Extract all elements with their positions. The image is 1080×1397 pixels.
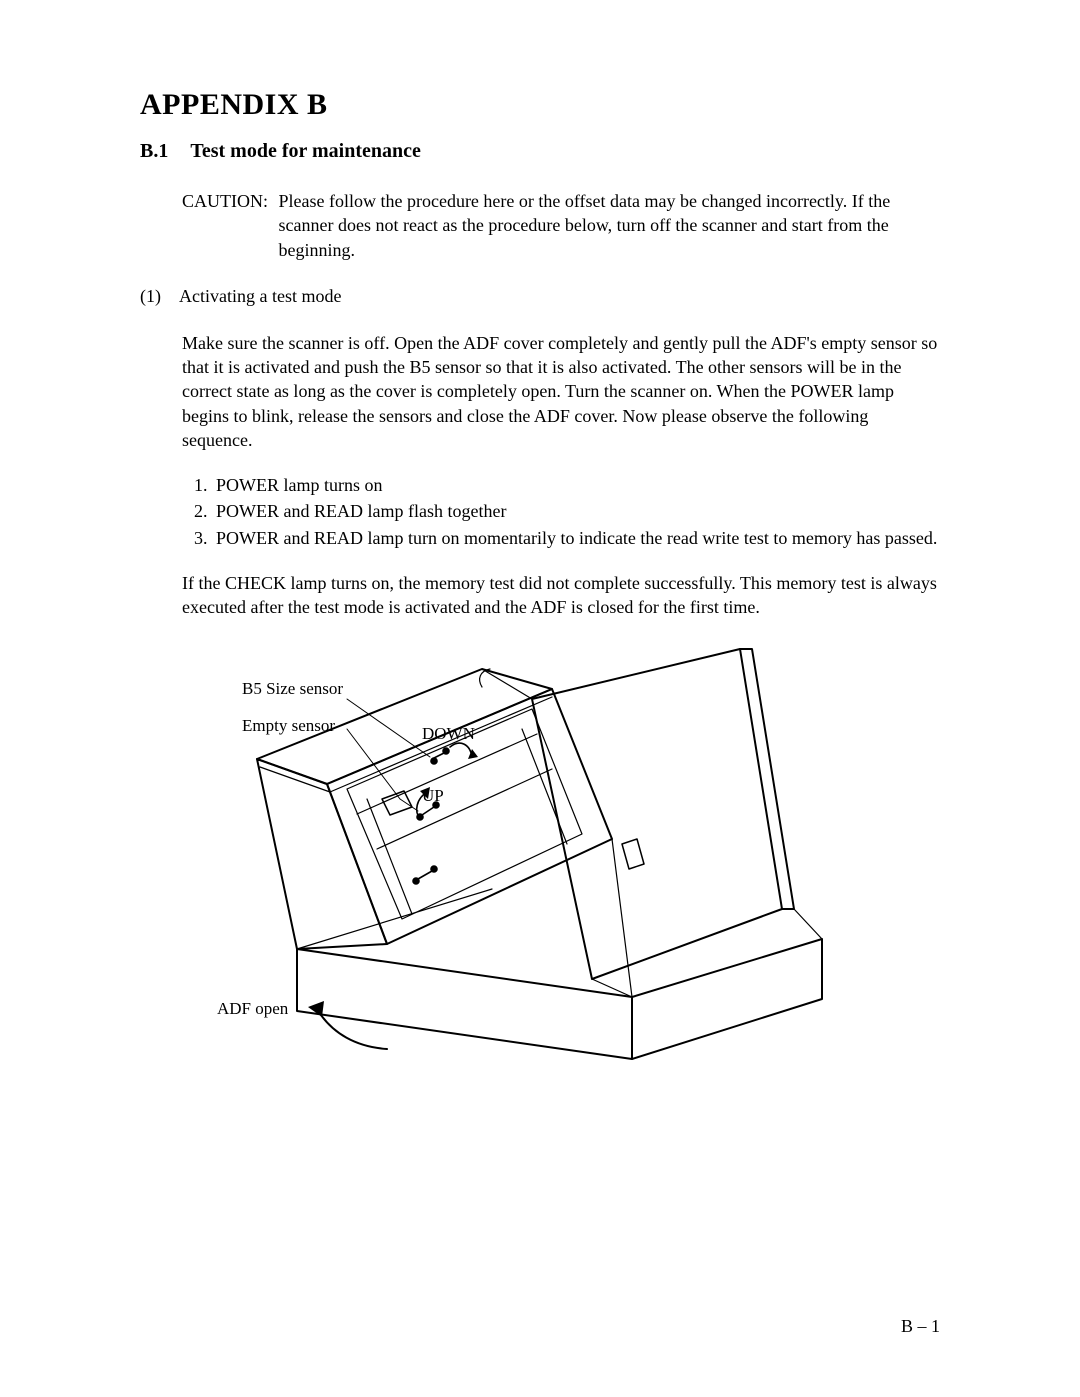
appendix-title: APPENDIX B <box>140 88 940 122</box>
fig-label-empty: Empty sensor <box>242 716 335 735</box>
fig-label-b5: B5 Size sensor <box>242 679 343 698</box>
sequence-item: POWER and READ lamp turn on momentarily … <box>212 525 940 551</box>
caution-block: CAUTION: Please follow the procedure her… <box>182 189 940 262</box>
document-page: APPENDIX B B.1 Test mode for maintenance… <box>0 0 1080 1397</box>
fig-label-up: UP <box>422 786 444 805</box>
scanner-diagram: B5 Size sensor Empty sensor DOWN UP ADF … <box>182 639 862 1089</box>
caution-text: Please follow the procedure here or the … <box>279 189 941 262</box>
sequence-item: POWER and READ lamp flash together <box>212 498 940 524</box>
item-paragraph-1: Make sure the scanner is off. Open the A… <box>182 331 940 452</box>
page-footer: B – 1 <box>901 1316 940 1337</box>
sequence-list: POWER lamp turns on POWER and READ lamp … <box>182 472 940 550</box>
fig-label-adf-open: ADF open <box>217 999 289 1018</box>
sequence-item: POWER lamp turns on <box>212 472 940 498</box>
section-heading: B.1 Test mode for maintenance <box>140 140 940 163</box>
section-title: Test mode for maintenance <box>190 140 421 163</box>
item-number: (1) <box>140 286 161 307</box>
caution-label: CAUTION: <box>182 189 268 262</box>
item-heading: (1) Activating a test mode <box>140 286 940 307</box>
item-title: Activating a test mode <box>179 286 341 307</box>
item-paragraph-2: If the CHECK lamp turns on, the memory t… <box>182 571 940 620</box>
section-number: B.1 <box>140 140 168 163</box>
figure: B5 Size sensor Empty sensor DOWN UP ADF … <box>182 639 940 1094</box>
fig-label-down: DOWN <box>422 724 475 743</box>
